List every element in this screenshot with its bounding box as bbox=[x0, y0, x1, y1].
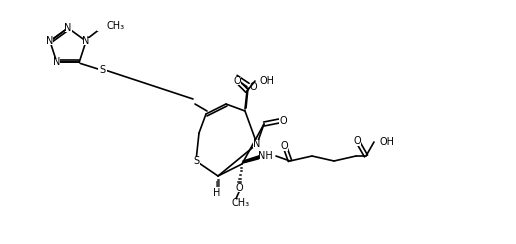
Text: H: H bbox=[213, 188, 221, 198]
Bar bbox=[83, 38, 90, 45]
Bar bbox=[259, 152, 271, 161]
Bar bbox=[64, 24, 72, 31]
Bar bbox=[97, 22, 119, 31]
Bar bbox=[192, 157, 200, 165]
Bar bbox=[375, 138, 391, 146]
Bar bbox=[253, 140, 261, 148]
Bar bbox=[53, 59, 60, 66]
Text: S: S bbox=[193, 156, 199, 166]
Bar bbox=[353, 136, 361, 145]
Text: O: O bbox=[235, 183, 243, 193]
Text: OH: OH bbox=[380, 137, 395, 147]
Bar bbox=[46, 38, 54, 45]
Bar bbox=[279, 117, 287, 125]
Text: O: O bbox=[250, 82, 257, 92]
Text: N: N bbox=[253, 139, 261, 149]
Bar bbox=[233, 77, 241, 85]
Text: OH: OH bbox=[260, 76, 275, 86]
Text: NH: NH bbox=[257, 151, 272, 161]
Text: CH₃: CH₃ bbox=[231, 198, 249, 208]
Bar bbox=[235, 184, 243, 192]
Polygon shape bbox=[243, 155, 260, 163]
Bar bbox=[213, 188, 221, 196]
Text: N: N bbox=[46, 36, 54, 46]
Text: O: O bbox=[279, 116, 287, 126]
Text: O: O bbox=[280, 141, 288, 151]
Bar bbox=[98, 66, 107, 75]
Text: CH₃: CH₃ bbox=[106, 21, 124, 31]
Text: O: O bbox=[233, 76, 241, 86]
Text: N: N bbox=[83, 36, 90, 46]
Bar bbox=[280, 142, 288, 151]
Text: S: S bbox=[99, 65, 105, 75]
Bar bbox=[256, 77, 270, 85]
Text: O: O bbox=[353, 136, 361, 146]
Text: N: N bbox=[53, 57, 60, 67]
Bar bbox=[214, 199, 236, 207]
Text: N: N bbox=[64, 23, 72, 33]
